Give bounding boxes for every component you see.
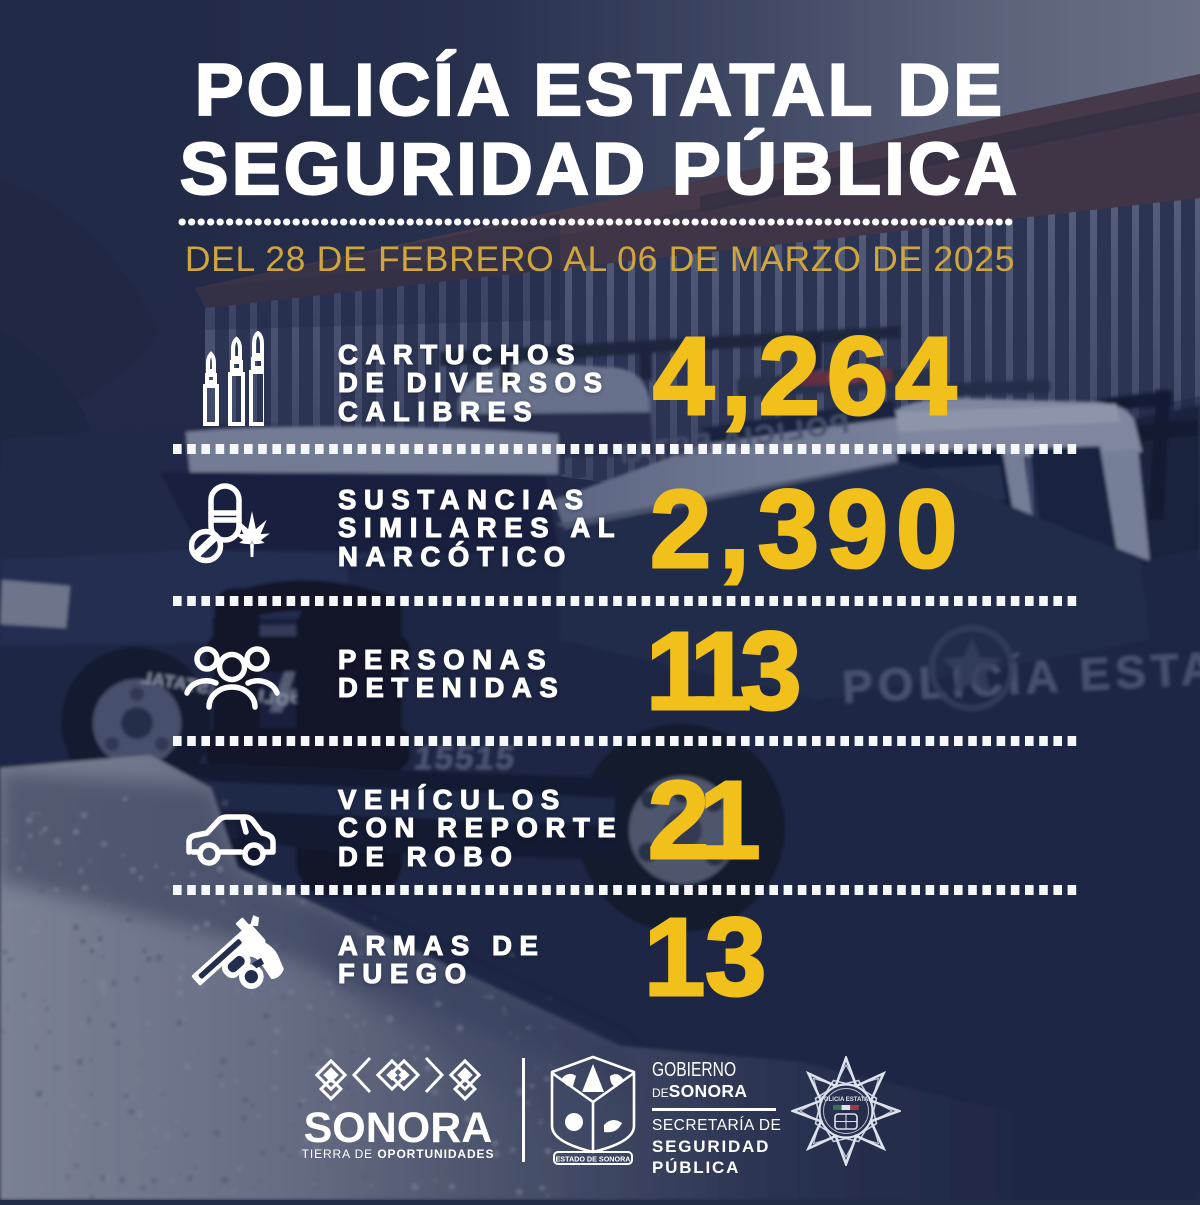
svg-text:TIERRA DE OPORTUNIDADES: TIERRA DE OPORTUNIDADES xyxy=(302,1147,495,1161)
svg-text:POLICIA ESTATAL: POLICIA ESTATAL xyxy=(820,1097,872,1103)
svg-text:ESTADO DE SONORA: ESTADO DE SONORA xyxy=(556,1155,631,1164)
svg-text:15515: 15515 xyxy=(412,740,519,777)
svg-text:SONORA: SONORA xyxy=(304,1104,493,1152)
